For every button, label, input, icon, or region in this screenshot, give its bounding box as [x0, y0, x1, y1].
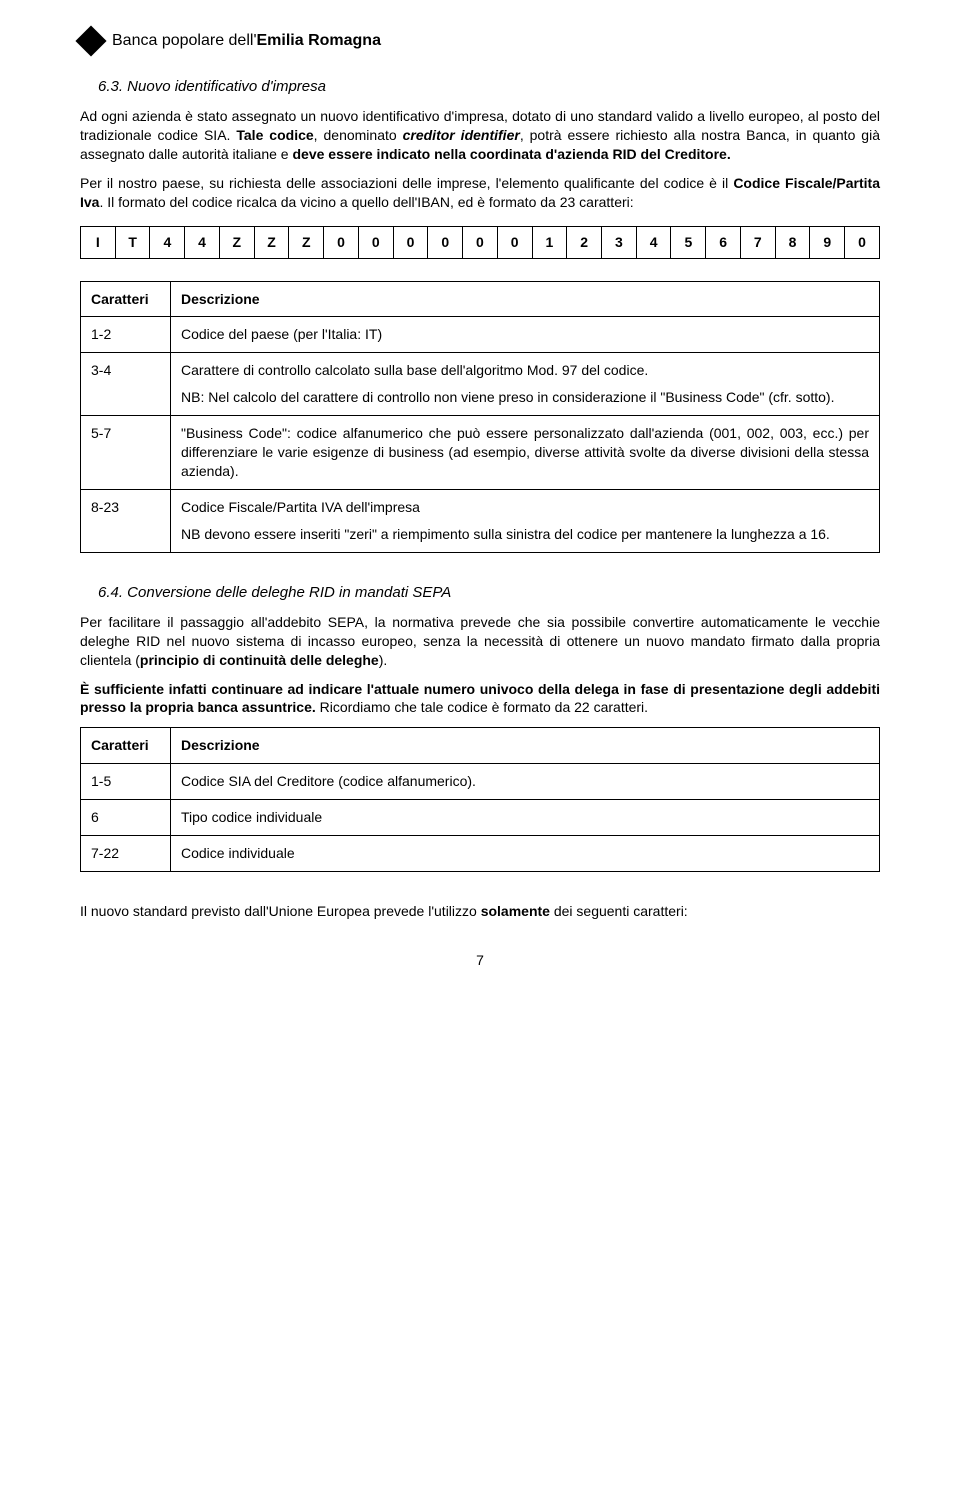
code-cell: 0: [428, 226, 463, 258]
section-63-p2: Per il nostro paese, su richiesta delle …: [80, 174, 880, 212]
code-cell: 6: [706, 226, 741, 258]
creditor-id-description-table: Caratteri Descrizione 1-2Codice del paes…: [80, 281, 880, 553]
cell-caratteri: 7-22: [81, 835, 171, 871]
col-header-descrizione: Descrizione: [171, 281, 880, 317]
col-header-caratteri: Caratteri: [81, 728, 171, 764]
section-63-p1: Ad ogni azienda è stato assegnato un nuo…: [80, 107, 880, 164]
delega-code-description-table: Caratteri Descrizione 1-5Codice SIA del …: [80, 727, 880, 872]
cell-caratteri: 6: [81, 800, 171, 836]
cell-descrizione: Codice individuale: [171, 835, 880, 871]
text: Il nuovo standard previsto dall'Unione E…: [80, 903, 481, 919]
code-cell: 0: [358, 226, 393, 258]
code-cell: Z: [219, 226, 254, 258]
bank-name-prefix: Banca popolare dell': [112, 32, 257, 49]
text: , denominato: [314, 127, 403, 143]
text-bold: deve essere indicato nella coordinata d'…: [292, 146, 730, 162]
text: ).: [379, 652, 388, 668]
table-header-row: Caratteri Descrizione: [81, 281, 880, 317]
code-cell: T: [115, 226, 150, 258]
table-row: 3-4Carattere di controllo calcolato sull…: [81, 353, 880, 416]
code-row: IT44ZZZ0000001234567890: [81, 226, 880, 258]
cell-descrizione: Codice SIA del Creditore (codice alfanum…: [171, 764, 880, 800]
col-header-caratteri: Caratteri: [81, 281, 171, 317]
code-cell: 2: [567, 226, 602, 258]
code-cell: 0: [324, 226, 359, 258]
cell-caratteri: 1-2: [81, 317, 171, 353]
code-cell: Z: [289, 226, 324, 258]
text-bold: principio di continuità delle deleghe: [140, 652, 379, 668]
table-row: 7-22Codice individuale: [81, 835, 880, 871]
code-cell: 3: [602, 226, 637, 258]
col-header-descrizione: Descrizione: [171, 728, 880, 764]
bank-name: Banca popolare dell'Emilia Romagna: [112, 30, 381, 52]
cell-descrizione: Carattere di controllo calcolato sulla b…: [171, 353, 880, 416]
cell-caratteri: 1-5: [81, 764, 171, 800]
text: . Il formato del codice ricalca da vicin…: [99, 194, 633, 210]
cell-descrizione: Tipo codice individuale: [171, 800, 880, 836]
cell-descrizione: Codice del paese (per l'Italia: IT): [171, 317, 880, 353]
table-row: 6Tipo codice individuale: [81, 800, 880, 836]
code-cell: 4: [185, 226, 220, 258]
table-row: 1-2Codice del paese (per l'Italia: IT): [81, 317, 880, 353]
bank-logo-icon: [75, 25, 106, 56]
table-row: 5-7"Business Code": codice alfanumerico …: [81, 416, 880, 490]
footer-paragraph: Il nuovo standard previsto dall'Unione E…: [80, 902, 880, 921]
section-64-p1: Per facilitare il passaggio all'addebito…: [80, 613, 880, 670]
section-64-title: 6.4. Conversione delle deleghe RID in ma…: [98, 583, 880, 603]
code-cell: 4: [636, 226, 671, 258]
code-cell: 0: [845, 226, 880, 258]
cell-descrizione: "Business Code": codice alfanumerico che…: [171, 416, 880, 490]
code-cell: 0: [497, 226, 532, 258]
code-cell: 0: [393, 226, 428, 258]
table-row: 1-5Codice SIA del Creditore (codice alfa…: [81, 764, 880, 800]
cell-caratteri: 3-4: [81, 353, 171, 416]
text-bold: Tale codice: [236, 127, 313, 143]
section-64-p2: È sufficiente infatti continuare ad indi…: [80, 680, 880, 718]
table-header-row: Caratteri Descrizione: [81, 728, 880, 764]
code-cell: Z: [254, 226, 289, 258]
page-number: 7: [80, 951, 880, 970]
cell-descrizione: Codice Fiscale/Partita IVA dell'impresaN…: [171, 489, 880, 552]
text: Ricordiamo che tale codice è formato da …: [316, 699, 648, 715]
text-term: creditor identifier: [403, 127, 520, 143]
code-cell: 8: [775, 226, 810, 258]
code-cell: 7: [740, 226, 775, 258]
code-cell: 1: [532, 226, 567, 258]
code-cell: 4: [150, 226, 185, 258]
table-row: 8-23Codice Fiscale/Partita IVA dell'impr…: [81, 489, 880, 552]
cell-caratteri: 5-7: [81, 416, 171, 490]
cell-caratteri: 8-23: [81, 489, 171, 552]
section-63-title: 6.3. Nuovo identificativo d'impresa: [98, 77, 880, 97]
code-cell: 5: [671, 226, 706, 258]
code-cell: I: [81, 226, 116, 258]
code-cell: 0: [463, 226, 498, 258]
bank-name-bold: Emilia Romagna: [257, 32, 381, 49]
creditor-id-code-table: IT44ZZZ0000001234567890: [80, 226, 880, 259]
document-header: Banca popolare dell'Emilia Romagna: [80, 30, 880, 52]
code-cell: 9: [810, 226, 845, 258]
text: dei seguenti caratteri:: [550, 903, 688, 919]
text: Per il nostro paese, su richiesta delle …: [80, 175, 733, 191]
text-bold: solamente: [481, 903, 550, 919]
